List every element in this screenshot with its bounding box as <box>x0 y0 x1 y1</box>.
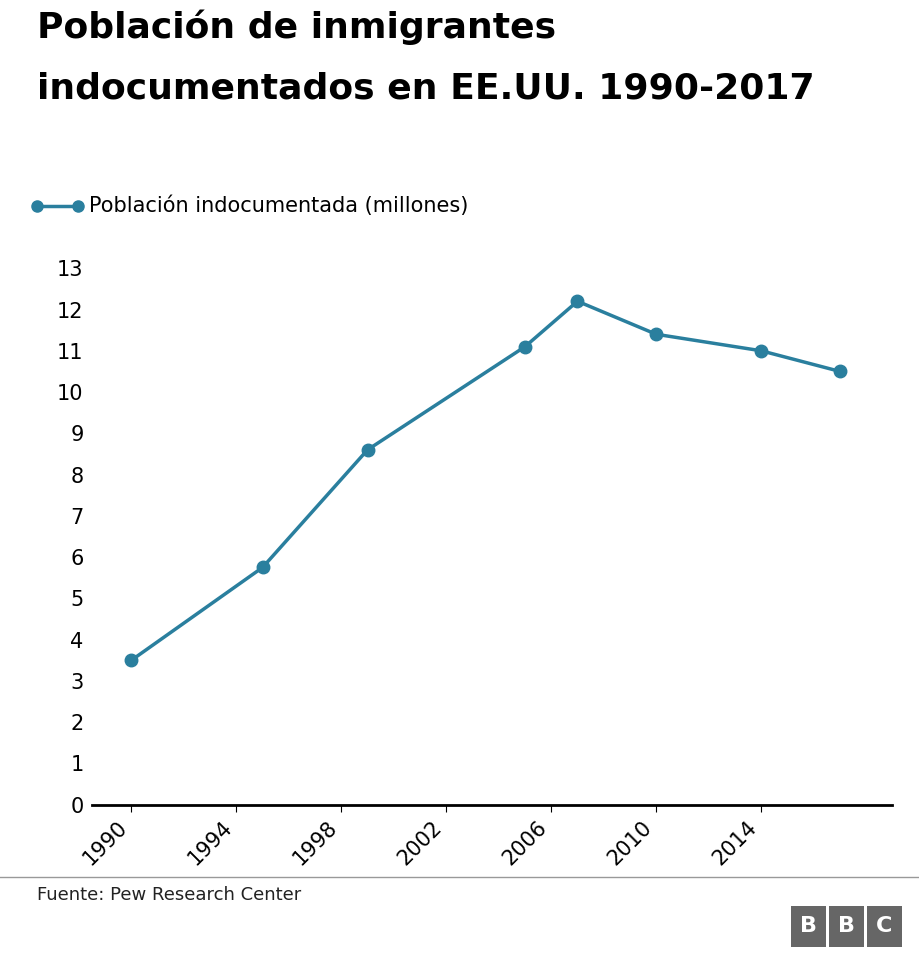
Text: Población indocumentada (millones): Población indocumentada (millones) <box>89 195 468 217</box>
Text: Población de inmigrantes: Población de inmigrantes <box>37 10 555 45</box>
Text: B: B <box>800 917 816 936</box>
Text: indocumentados en EE.UU. 1990-2017: indocumentados en EE.UU. 1990-2017 <box>37 72 813 105</box>
Text: B: B <box>837 917 854 936</box>
Text: C: C <box>875 917 891 936</box>
Text: Fuente: Pew Research Center: Fuente: Pew Research Center <box>37 886 301 904</box>
